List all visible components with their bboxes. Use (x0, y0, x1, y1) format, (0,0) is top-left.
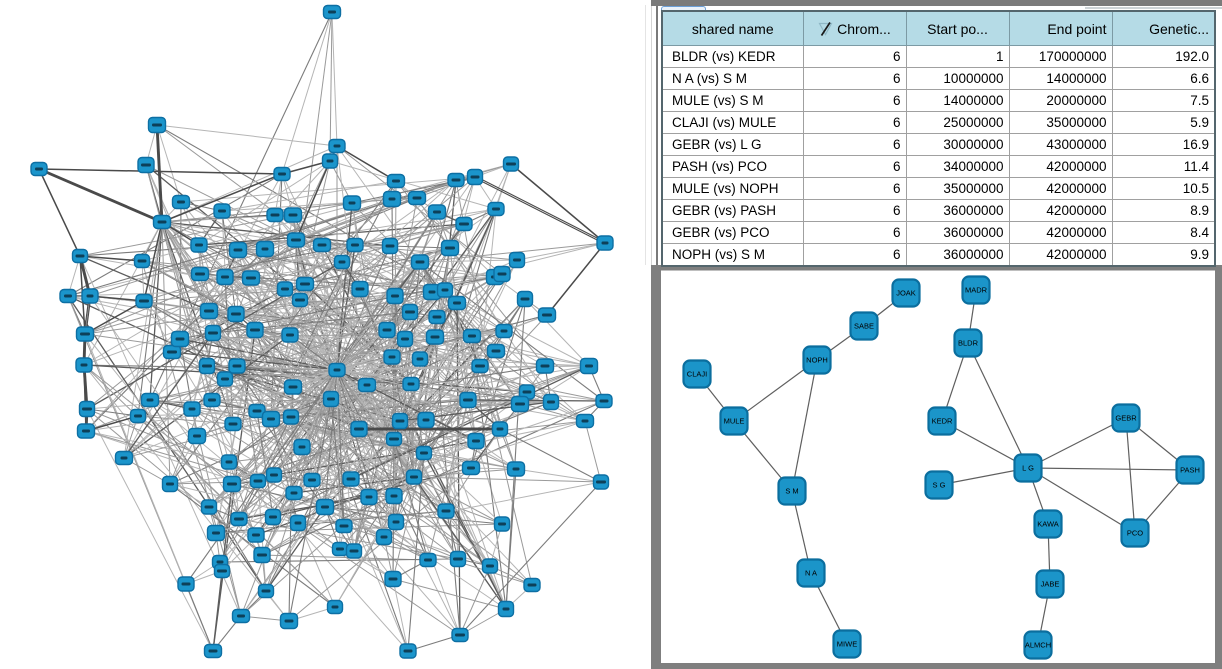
svg-text:GEBR: GEBR (1115, 414, 1137, 423)
svg-text:MULE: MULE (724, 417, 745, 426)
svg-text:PASH: PASH (1180, 466, 1200, 475)
svg-text:JABE: JABE (1041, 580, 1060, 589)
svg-text:L G: L G (1022, 464, 1034, 473)
svg-text:N A: N A (805, 569, 817, 578)
svg-text:MADR: MADR (965, 286, 988, 295)
svg-text:SABE: SABE (854, 322, 874, 331)
svg-text:MIWE: MIWE (837, 640, 857, 649)
svg-text:JOAK: JOAK (896, 289, 916, 298)
svg-text:S M: S M (785, 487, 798, 496)
svg-text:S G: S G (933, 481, 946, 490)
svg-text:ALMCH: ALMCH (1025, 641, 1051, 650)
svg-text:KEDR: KEDR (932, 417, 953, 426)
svg-text:BLDR: BLDR (958, 339, 979, 348)
svg-text:PCO: PCO (1127, 529, 1143, 538)
svg-text:NOPH: NOPH (806, 356, 828, 365)
svg-text:KAWA: KAWA (1037, 520, 1059, 529)
svg-text:CLAJI: CLAJI (687, 370, 707, 379)
